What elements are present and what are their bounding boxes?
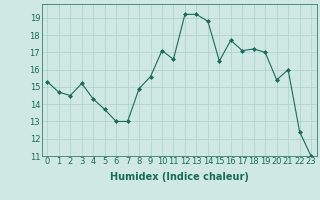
X-axis label: Humidex (Indice chaleur): Humidex (Indice chaleur) xyxy=(110,172,249,182)
